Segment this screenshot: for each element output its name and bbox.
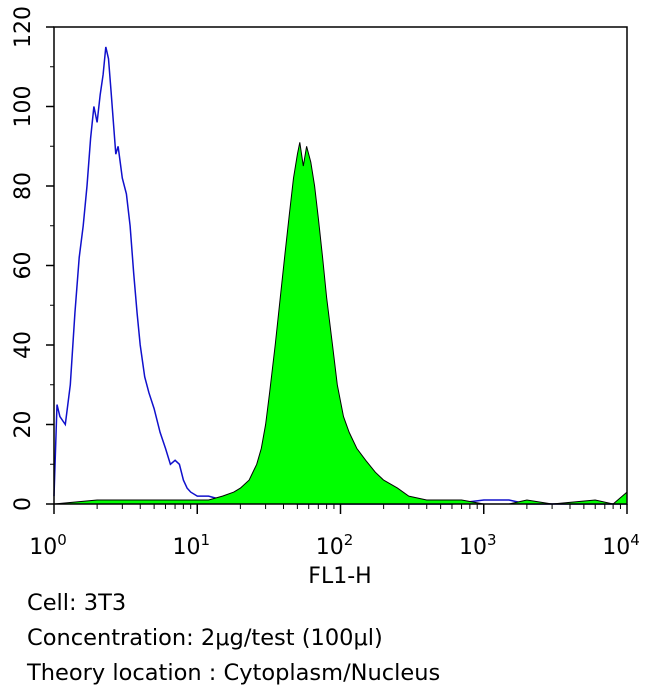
y-tick-label: 0 — [11, 497, 36, 511]
series-layer — [53, 46, 628, 505]
x-tick-label: 102 — [316, 531, 354, 560]
y-tick-label: 60 — [11, 252, 36, 280]
caption-cell: Cell: 3T3 — [27, 590, 127, 616]
x-tick-label: 104 — [602, 531, 640, 560]
y-tick-label: 40 — [11, 331, 36, 359]
x-tick-label: 103 — [459, 531, 497, 560]
x-tick-label: 101 — [172, 531, 210, 560]
x-axis-label: FL1-H — [308, 564, 371, 589]
histogram-plot: 100 101 102 103 104 0 20 40 60 80 100 120 FL1-H — [11, 6, 640, 589]
y-tick-label: 100 — [11, 86, 36, 128]
series-1-area — [53, 142, 628, 505]
caption-location: Theory location : Cytoplasm/Nucleus — [27, 660, 441, 686]
y-tick-label: 20 — [11, 411, 36, 439]
y-tick-label: 80 — [11, 172, 36, 200]
y-tick-label: 120 — [11, 6, 36, 48]
caption-concentration: Concentration: 2μg/test (100μl) — [27, 625, 383, 651]
axes-layer: 100 101 102 103 104 0 20 40 60 80 100 120 — [11, 6, 640, 560]
x-tick-label: 100 — [29, 531, 67, 560]
caption: Cell: 3T3 Concentration: 2μg/test (100μl… — [27, 592, 440, 697]
